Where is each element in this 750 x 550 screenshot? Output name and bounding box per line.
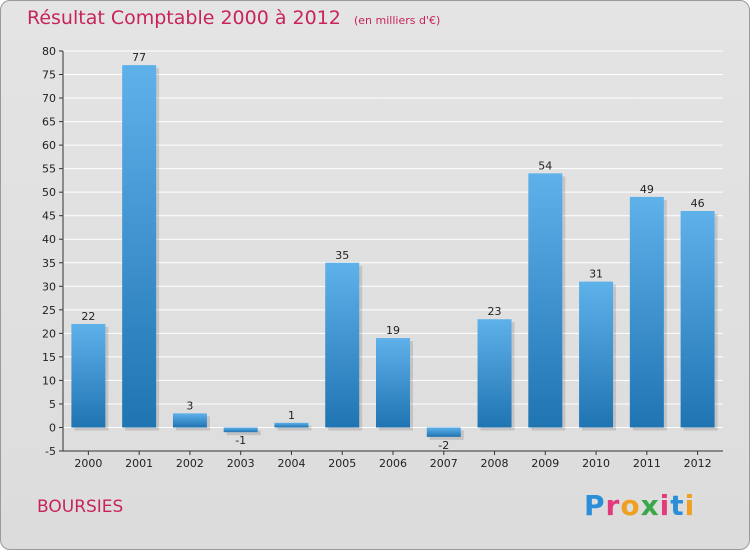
- data-label: 19: [386, 324, 400, 337]
- y-tick-label: 10: [42, 374, 56, 387]
- commune-name: BOURSIES: [37, 497, 124, 517]
- data-label: 49: [640, 183, 654, 196]
- bar: [223, 427, 258, 433]
- bar: [426, 427, 461, 437]
- data-label: 31: [589, 268, 603, 281]
- bar: [122, 65, 157, 428]
- bar: [376, 338, 410, 428]
- chart-title: Résultat Comptable 2000 à 2012 (en milli…: [27, 7, 440, 29]
- bar: [172, 413, 207, 428]
- data-label: 46: [691, 197, 705, 210]
- x-tick-label: 2012: [684, 457, 712, 470]
- logo-letter: o: [620, 489, 641, 522]
- bar: [325, 262, 360, 428]
- bar: [528, 173, 563, 428]
- y-tick-label: 40: [42, 233, 56, 246]
- x-tick-label: 2003: [227, 457, 255, 470]
- y-tick-label: 15: [42, 351, 56, 364]
- chart-title-main: Résultat Comptable 2000 à 2012: [27, 7, 341, 29]
- axes: -5 0 5 10 15 20 25 30 35 40 45 50 55 60 65 70 75 80 2000 20…: [42, 45, 723, 470]
- x-tick-label: 2001: [125, 457, 153, 470]
- bar: [579, 281, 614, 428]
- bars: [71, 65, 718, 440]
- x-tick-label: 2010: [582, 457, 610, 470]
- bar-shadow: [277, 425, 312, 431]
- y-tick-label: 60: [42, 139, 56, 152]
- y-tick-label: 80: [42, 45, 56, 58]
- y-tick-label: 0: [49, 421, 56, 434]
- data-label: -2: [438, 439, 449, 452]
- y-tick-label: 35: [42, 257, 56, 270]
- logo-letter: x: [640, 489, 660, 522]
- y-tick-label: 30: [42, 280, 56, 293]
- x-tick-label: 2006: [379, 457, 407, 470]
- logo-letter: r: [605, 489, 621, 522]
- data-label: 54: [538, 159, 552, 172]
- y-tick-label: 70: [42, 92, 56, 105]
- y-tick-label: 50: [42, 186, 56, 199]
- chart-title-unit: (en milliers d'€): [353, 14, 441, 27]
- y-tick-label: 25: [42, 304, 56, 317]
- logo-letter: P: [584, 489, 606, 522]
- y-tick-label: 65: [42, 116, 56, 129]
- data-label: 77: [132, 51, 146, 64]
- y-tick-label: 75: [42, 69, 56, 82]
- data-label: 1: [288, 409, 295, 422]
- bar: [680, 211, 715, 428]
- x-tick-label: 2002: [176, 457, 204, 470]
- logo-letter: i: [659, 489, 671, 522]
- y-tick-label: 45: [42, 210, 56, 223]
- data-label: 35: [335, 249, 349, 262]
- data-labels: 22 77 3 -1 1 35 19 -2 23 54 31 49 46: [81, 51, 704, 452]
- data-label: 23: [488, 305, 502, 318]
- bar: [71, 323, 106, 428]
- x-tick-label: 2000: [74, 457, 102, 470]
- x-tick-label: 2011: [633, 457, 661, 470]
- bar-shadow: [226, 430, 261, 436]
- data-label: 22: [81, 310, 95, 323]
- x-tick-label: 2008: [481, 457, 509, 470]
- y-tick-label: 55: [42, 163, 56, 176]
- x-tick-label: 2009: [531, 457, 559, 470]
- bar: [477, 319, 512, 428]
- data-label: -1: [235, 434, 246, 447]
- data-label: 3: [186, 399, 193, 412]
- bar: [629, 196, 664, 428]
- x-tick-label: 2007: [430, 457, 458, 470]
- x-tick-label: 2004: [277, 457, 305, 470]
- proxiti-logo: Proxiti: [584, 489, 695, 522]
- y-tick-label: 20: [42, 327, 56, 340]
- logo-letter: i: [684, 489, 696, 522]
- bar: [274, 422, 309, 428]
- logo-letter: t: [670, 489, 685, 522]
- x-tick-label: 2005: [328, 457, 356, 470]
- y-tick-label: -5: [45, 445, 56, 458]
- y-tick-label: 5: [49, 398, 56, 411]
